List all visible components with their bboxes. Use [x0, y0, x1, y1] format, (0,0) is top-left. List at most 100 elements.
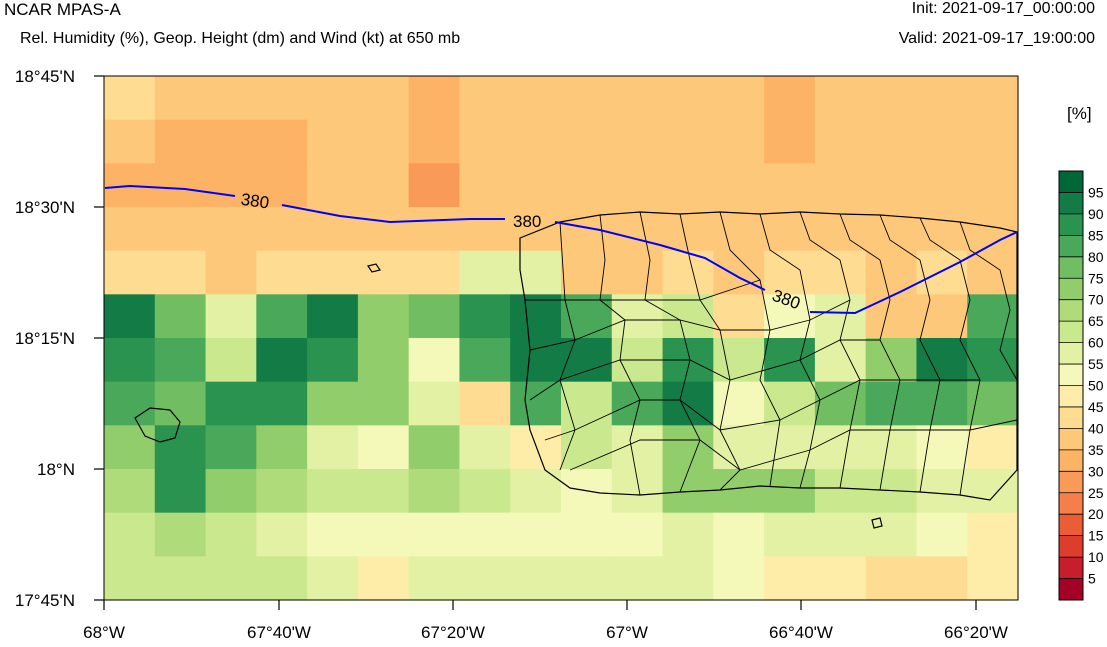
y-tick-label: 18°30'N	[15, 198, 75, 217]
humidity-cell	[916, 207, 968, 252]
humidity-cell	[408, 207, 461, 252]
humidity-cell	[814, 381, 867, 426]
humidity-cell	[408, 119, 461, 164]
humidity-cell	[307, 119, 359, 164]
humidity-cell	[154, 425, 207, 470]
colorbar-swatch	[1059, 578, 1083, 601]
humidity-cell	[205, 512, 257, 557]
humidity-cell	[916, 425, 968, 470]
colorbar-swatch	[1059, 385, 1083, 408]
colorbar-label: 60	[1088, 335, 1104, 351]
humidity-cell	[256, 469, 308, 514]
humidity-cell	[510, 207, 562, 252]
humidity-cell	[510, 381, 562, 426]
humidity-cell	[459, 207, 511, 252]
colorbar-swatch	[1059, 492, 1083, 515]
colorbar-unit: [%]	[1067, 104, 1092, 123]
humidity-cell	[104, 294, 156, 339]
humidity-cell	[561, 512, 613, 557]
humidity-cell	[967, 250, 1019, 295]
humidity-cell	[713, 250, 765, 295]
humidity-cell	[408, 163, 461, 208]
humidity-cell	[205, 207, 257, 252]
humidity-cell	[357, 207, 410, 252]
contour-label-380: 380	[240, 190, 271, 213]
humidity-cell	[764, 119, 816, 164]
colorbar-label: 95	[1088, 184, 1104, 200]
humidity-cell	[459, 425, 511, 470]
humidity-cell	[307, 512, 359, 557]
humidity-cell	[561, 163, 613, 208]
humidity-cell	[916, 294, 968, 339]
humidity-cell	[713, 119, 765, 164]
colorbar-swatch	[1059, 514, 1083, 536]
humidity-cell	[611, 119, 664, 164]
colorbar-swatch	[1059, 213, 1083, 236]
init-time: Init: 2021-09-17_00:00:00	[911, 0, 1095, 17]
humidity-cell	[510, 512, 562, 557]
humidity-cell	[764, 250, 816, 295]
humidity-cell	[561, 76, 613, 121]
colorbar-label: 85	[1088, 227, 1104, 243]
humidity-cell	[713, 469, 765, 514]
humidity-cell	[154, 381, 207, 426]
humidity-cell	[154, 250, 207, 295]
humidity-cell	[967, 163, 1019, 208]
humidity-cell	[205, 338, 257, 383]
humidity-cell	[611, 163, 664, 208]
colorbar-swatch	[1059, 449, 1083, 472]
colorbar-label: 20	[1088, 506, 1104, 522]
colorbar-label: 15	[1088, 528, 1104, 544]
humidity-cell	[256, 250, 308, 295]
colorbar-swatch	[1059, 364, 1083, 386]
humidity-cell	[611, 250, 664, 295]
humidity-cell	[256, 119, 308, 164]
humidity-cell	[205, 556, 257, 601]
humidity-cell	[256, 294, 308, 339]
humidity-cell	[814, 76, 867, 121]
humidity-cell	[662, 512, 714, 557]
coastline	[134, 211, 1018, 529]
humidity-cell	[357, 556, 410, 601]
colorbar-swatch	[1059, 235, 1083, 258]
humidity-cell	[104, 469, 156, 514]
humidity-cell	[764, 338, 816, 383]
humidity-cell	[967, 469, 1019, 514]
contour-380-line	[104, 184, 1018, 315]
humidity-cell	[662, 556, 714, 601]
humidity-cell	[865, 207, 918, 252]
humidity-cell	[205, 294, 257, 339]
humidity-cell	[561, 119, 613, 164]
humidity-cell	[104, 338, 156, 383]
humidity-cell	[459, 294, 511, 339]
humidity-cell	[967, 425, 1019, 470]
humidity-cell	[307, 338, 359, 383]
humidity-cell	[814, 425, 867, 470]
humidity-cell	[408, 294, 461, 339]
puerto-rico-outline	[519, 211, 1018, 501]
colorbar-label: 40	[1088, 420, 1104, 436]
humidity-cell	[662, 119, 714, 164]
humidity-cell	[561, 207, 613, 252]
colorbar-label: 50	[1088, 378, 1104, 394]
humidity-cell	[561, 425, 613, 470]
humidity-cell	[459, 512, 511, 557]
humidity-cell	[814, 294, 867, 339]
humidity-cell	[713, 512, 765, 557]
humidity-cell	[459, 338, 511, 383]
humidity-cell	[814, 250, 867, 295]
humidity-cell	[357, 76, 410, 121]
humidity-cell	[104, 556, 156, 601]
colorbar-swatch	[1059, 192, 1083, 215]
humidity-cell	[205, 76, 257, 121]
humidity-cell	[459, 76, 511, 121]
colorbar-swatch	[1059, 256, 1083, 279]
humidity-cell	[307, 469, 359, 514]
humidity-cell	[764, 163, 816, 208]
humidity-cell	[459, 556, 511, 601]
height-contour: 380 380 380	[104, 184, 1018, 315]
humidity-cell	[814, 338, 867, 383]
humidity-cell	[357, 425, 410, 470]
humidity-cell	[459, 163, 511, 208]
humidity-cell	[408, 425, 461, 470]
